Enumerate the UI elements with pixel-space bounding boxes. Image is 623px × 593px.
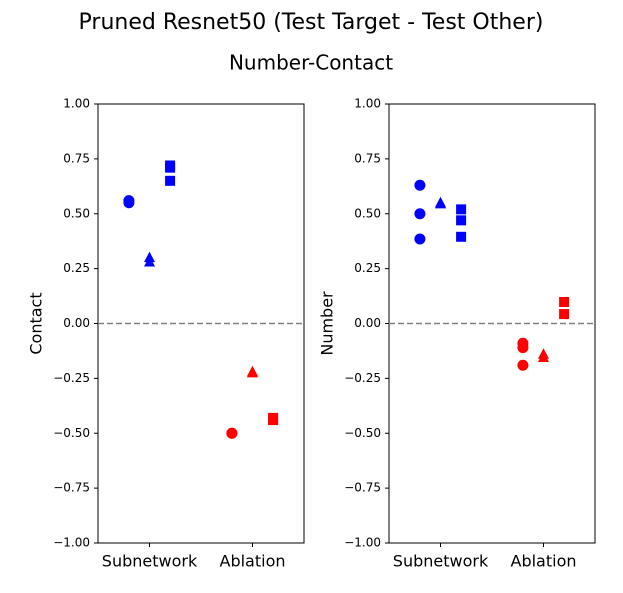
x-tick-label: Ablation [511,552,577,571]
y-tick-label: 0.75 [63,151,90,165]
point [456,215,467,226]
y-tick-label: −0.25 [53,371,90,385]
y-tick-label: 0.25 [354,261,381,275]
figure-subtitle: Number-Contact [229,51,393,75]
point [247,366,258,378]
point [559,309,570,320]
y-tick-label: −0.50 [53,426,90,440]
point [517,342,529,354]
y-tick-label: 1.00 [63,97,90,111]
point [559,296,570,307]
y-tick-label: 1.00 [354,97,381,111]
y-tick-label: 0.50 [354,206,381,220]
point [414,179,426,191]
y-tick-label: 0.50 [63,206,90,220]
y-tick-label: 0.00 [63,316,90,330]
point [123,197,135,209]
point [144,256,155,267]
x-tick-label: Subnetwork [102,552,198,571]
point [538,351,549,363]
y-tick-label: −0.75 [53,481,90,495]
y-tick-label: 0.75 [354,151,381,165]
y-tick-label: 0.25 [63,261,90,275]
y-tick-label: −0.25 [344,371,381,385]
y-tick-label: 0.00 [354,316,381,330]
point [226,427,238,439]
y-tick-label: −0.50 [344,426,381,440]
x-tick-label: Subnetwork [393,552,489,571]
point [268,415,279,426]
point [456,204,467,215]
point [456,231,467,242]
figure-title: Pruned Resnet50 (Test Target - Test Othe… [79,10,544,35]
x-tick-label: Ablation [220,552,286,571]
y-tick-label: −1.00 [344,536,381,550]
point [517,359,529,371]
y-tick-label: −0.75 [344,481,381,495]
point [165,175,176,186]
point [414,233,426,245]
y-tick-label: −1.00 [53,536,90,550]
point [414,208,426,220]
y-axis-label: Number [318,291,337,356]
y-axis-label: Contact [27,292,46,354]
point [165,162,176,173]
point [435,197,446,209]
